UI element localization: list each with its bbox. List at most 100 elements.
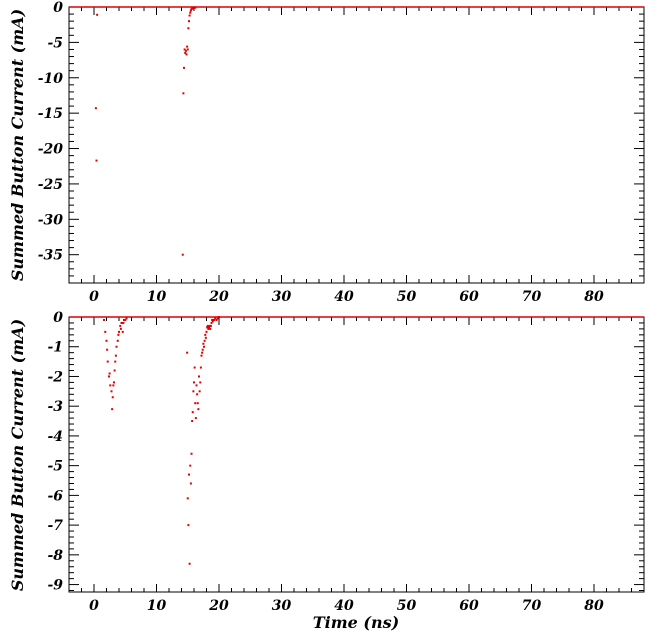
bottom-y-tick-label: -8 bbox=[47, 548, 63, 564]
top-data-point bbox=[183, 48, 186, 51]
bottom-x-tick-label: 10 bbox=[147, 598, 167, 614]
bottom-data-point bbox=[214, 317, 217, 320]
bottom-data-point bbox=[215, 318, 218, 321]
bottom-data-point bbox=[216, 317, 219, 320]
bottom-data-point bbox=[186, 351, 189, 354]
top-data-point bbox=[183, 66, 185, 69]
bottom-data-point bbox=[111, 396, 114, 399]
bottom-data-point bbox=[115, 345, 118, 348]
top-data-point bbox=[94, 107, 97, 110]
bottom-x-tick-label: 0 bbox=[89, 598, 99, 614]
bottom-data-point bbox=[193, 381, 195, 384]
bottom-data-point bbox=[190, 452, 193, 455]
bottom-y-tick-label: -4 bbox=[47, 429, 63, 445]
bottom-data-point bbox=[123, 318, 125, 321]
top-data-point bbox=[95, 159, 98, 162]
bottom-data-point bbox=[194, 417, 197, 420]
bottom-data-point bbox=[203, 339, 206, 342]
top-x-tick-label: 70 bbox=[522, 289, 542, 305]
bottom-y-tick-label: -6 bbox=[47, 488, 63, 504]
bottom-data-point bbox=[203, 345, 205, 348]
top-x-tick-label: 80 bbox=[584, 289, 604, 305]
top-x-tick-label: 30 bbox=[272, 289, 292, 305]
top-data-point bbox=[188, 20, 190, 23]
top-y-tick-label: -30 bbox=[38, 212, 64, 228]
top-data-point bbox=[181, 253, 184, 256]
bottom-data-point bbox=[206, 324, 209, 327]
bottom-data-point bbox=[186, 497, 189, 500]
top-data-point bbox=[189, 9, 192, 12]
bottom-data-point bbox=[208, 326, 210, 329]
bottom-data-point bbox=[204, 333, 207, 336]
top-y-tick-label: -5 bbox=[47, 35, 63, 51]
bottom-x-tick-label: 40 bbox=[334, 598, 354, 614]
bottom-data-point bbox=[208, 324, 211, 327]
bottom-data-point bbox=[207, 327, 210, 330]
bottom-data-point bbox=[109, 384, 112, 387]
bottom-y-tick-label: -9 bbox=[47, 578, 63, 594]
top-data-point bbox=[184, 52, 187, 54]
bottom-data-point bbox=[108, 375, 110, 378]
bottom-data-point bbox=[187, 524, 190, 527]
bottom-y-tick-label: -3 bbox=[47, 399, 63, 415]
top-data-point bbox=[96, 13, 99, 16]
top-y-tick-label: -10 bbox=[38, 71, 64, 87]
top-y-tick-label: -15 bbox=[38, 106, 63, 122]
bottom-data-point bbox=[199, 381, 202, 384]
bottom-data-point bbox=[192, 390, 195, 393]
bottom-data-point bbox=[122, 321, 125, 324]
bottom-data-point bbox=[116, 339, 119, 342]
bottom-data-point bbox=[193, 366, 196, 369]
bottom-ticks: 0 10 20 30 40 50 60 70 80 0 -1 -2 -3 -4 -5 -6 -7 -8 -9 bbox=[47, 310, 645, 614]
bottom-y-axis-label: Summed Button Current (mA) bbox=[8, 319, 27, 591]
bottom-data-point bbox=[125, 317, 128, 320]
bottom-data-point bbox=[108, 372, 111, 375]
bottom-data-point bbox=[124, 318, 127, 321]
top-data-point bbox=[182, 92, 185, 95]
bottom-data-point bbox=[114, 360, 117, 363]
top-y-tick-label: -20 bbox=[38, 142, 64, 158]
bottom-data-point bbox=[201, 351, 204, 354]
bottom-data-point bbox=[121, 330, 124, 333]
bottom-data-point bbox=[117, 333, 120, 336]
bottom-x-axis-label: Time (ns) bbox=[313, 613, 399, 632]
bottom-data-point bbox=[118, 330, 120, 333]
bottom-data-point bbox=[213, 318, 215, 321]
bottom-data-point bbox=[119, 327, 122, 330]
bottom-data-point bbox=[111, 408, 114, 411]
bottom-data-point bbox=[210, 321, 213, 324]
bottom-data-point bbox=[195, 384, 198, 387]
bottom-data-points bbox=[103, 316, 220, 565]
bottom-data-point bbox=[204, 336, 207, 339]
bottom-plot-frame bbox=[68, 316, 645, 593]
top-y-axis-label: Summed Button Current (mA) bbox=[8, 9, 27, 281]
top-y-tick-label: 0 bbox=[53, 0, 63, 16]
top-data-point bbox=[184, 49, 187, 52]
bottom-data-point bbox=[211, 320, 214, 323]
bottom-data-point bbox=[197, 408, 200, 411]
bottom-data-point bbox=[114, 354, 117, 357]
bottom-data-point bbox=[103, 318, 105, 321]
bottom-data-point bbox=[113, 381, 115, 384]
bottom-data-point bbox=[209, 324, 212, 327]
top-plot-frame bbox=[68, 6, 645, 284]
bottom-data-point bbox=[105, 339, 108, 342]
top-data-point bbox=[188, 14, 191, 17]
bottom-data-point bbox=[119, 324, 122, 327]
bottom-data-point bbox=[199, 366, 202, 369]
top-x-tick-label: 20 bbox=[208, 289, 229, 305]
bottom-data-point bbox=[113, 369, 116, 372]
top-data-point bbox=[189, 11, 192, 14]
top-x-tick-label: 60 bbox=[459, 289, 479, 305]
top-data-point bbox=[185, 53, 188, 56]
bottom-data-point bbox=[196, 402, 199, 405]
bottom-x-tick-label: 30 bbox=[272, 598, 292, 614]
bottom-x-tick-label: 70 bbox=[522, 598, 542, 614]
top-data-point bbox=[194, 6, 197, 9]
bottom-data-point bbox=[211, 318, 214, 321]
bottom-data-point bbox=[196, 393, 199, 396]
bottom-data-point bbox=[110, 390, 113, 393]
bottom-y-tick-label: 0 bbox=[53, 310, 63, 326]
bottom-data-point bbox=[189, 482, 192, 485]
